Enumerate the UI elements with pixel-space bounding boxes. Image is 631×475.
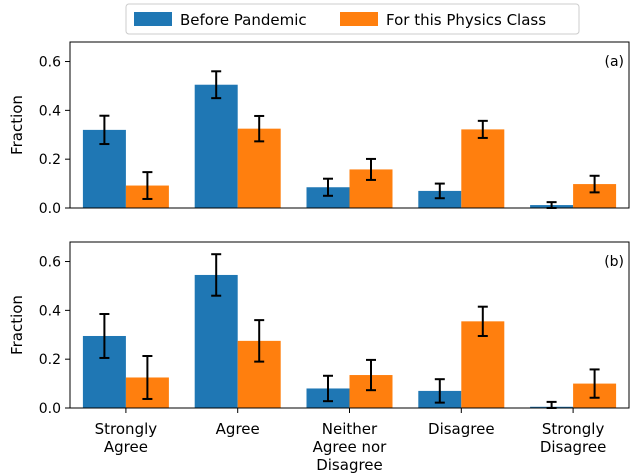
panel-a-bar-s0-c2 xyxy=(306,187,350,208)
panel-b-error-bars xyxy=(99,253,600,409)
panel-a-label: (a) xyxy=(604,54,624,70)
panel-b-y-ticks: 0.0 0.2 0.4 0.6 xyxy=(39,255,70,417)
panel-a-ytick-label-3: 0.6 xyxy=(39,55,61,71)
x-category-label-0-line-0: Strongly xyxy=(95,420,158,438)
x-category-label-2-line-2: Disagree xyxy=(316,456,383,474)
panel-a-bar-s0-c1 xyxy=(194,84,238,208)
panel-b-ytick-label-2: 0.4 xyxy=(39,303,61,319)
x-category-label-3-line-0: Disagree xyxy=(428,420,495,438)
panel-a-error-bars xyxy=(99,70,600,209)
panel-a-ytick-label-1: 0.2 xyxy=(39,152,61,168)
x-category-label-2-line-1: Agree nor xyxy=(313,438,388,456)
panel-a-bar-s1-c4 xyxy=(573,184,617,208)
x-category-label-4-line-0: Strongly xyxy=(542,420,605,438)
x-category-label-4-line-1: Disagree xyxy=(540,438,607,456)
panel-b: 0.0 0.2 0.4 0.6 Fraction (b) xyxy=(8,241,630,417)
panel-b-ytick-label-0: 0.0 xyxy=(39,401,61,417)
legend-swatch-physics-class xyxy=(340,12,378,26)
legend-swatch-before-pandemic xyxy=(134,12,172,26)
panel-b-ytick-label-3: 0.6 xyxy=(39,255,61,271)
x-category-label-0-line-1: Agree xyxy=(104,438,148,456)
x-category-label-1-line-0: Agree xyxy=(216,420,260,438)
panel-a-ytick-label-0: 0.0 xyxy=(39,201,61,217)
legend-label-physics-class: For this Physics Class xyxy=(386,11,546,29)
panel-a-y-ticks: 0.0 0.2 0.4 0.6 xyxy=(39,55,70,217)
panel-a-bars xyxy=(82,84,617,208)
legend-label-before-pandemic: Before Pandemic xyxy=(180,11,307,29)
panel-a-bar-s0-c3 xyxy=(418,190,462,208)
panel-a-ytick-label-2: 0.4 xyxy=(39,103,61,119)
legend: Before Pandemic For this Physics Class xyxy=(125,3,580,35)
panel-b-ytick-label-1: 0.2 xyxy=(39,352,61,368)
panel-b-y-axis-label: Fraction xyxy=(8,295,26,355)
panel-b-bar-s0-c1 xyxy=(194,274,238,408)
panel-a-bar-s1-c3 xyxy=(461,129,505,208)
x-category-label-2-line-0: Neither xyxy=(322,420,378,438)
panel-b-label: (b) xyxy=(604,254,624,270)
panel-a-y-axis-label: Fraction xyxy=(8,95,26,155)
panel-a-axes-frame xyxy=(69,41,630,209)
panel-b-bars xyxy=(82,274,617,408)
panel-a: 0.0 0.2 0.4 0.6 Fraction (a) xyxy=(8,41,630,217)
